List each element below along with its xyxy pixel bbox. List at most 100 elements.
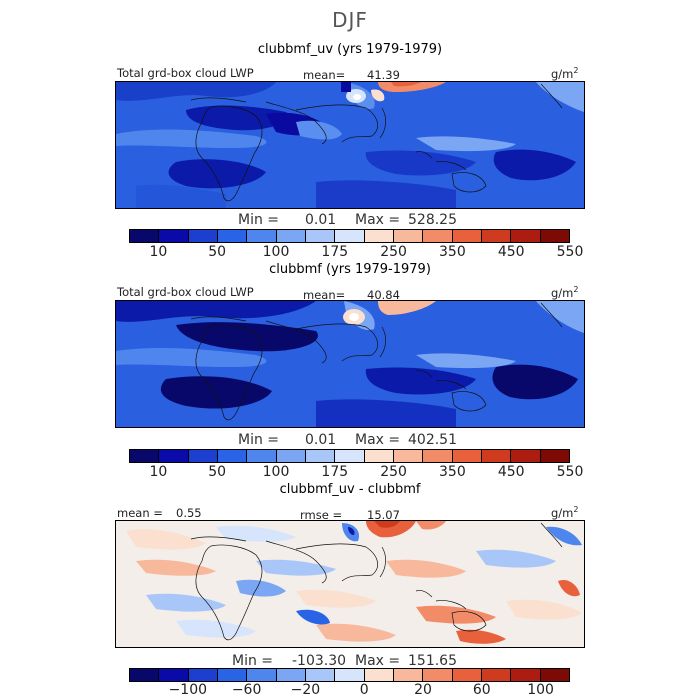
colorbar-swatch [247, 450, 277, 462]
colorbar-swatch [335, 230, 365, 242]
colorbar-tick-label: 350 [439, 244, 466, 260]
panel3-colorbar-ticks: −100 −60 −20 0 20 60 100 [129, 682, 570, 700]
panel2-min-label: Min = [238, 432, 280, 448]
colorbar-swatch [276, 450, 306, 462]
colorbar-swatch [452, 450, 482, 462]
colorbar-swatch [188, 230, 218, 242]
colorbar-swatch [247, 230, 277, 242]
colorbar-swatch [423, 669, 453, 681]
colorbar-tick-label: 100 [262, 464, 290, 480]
colorbar-tick-label: 0 [359, 682, 369, 698]
panel1-map [115, 81, 585, 209]
colorbar-tick-label: 550 [556, 464, 584, 480]
colorbar-swatch [247, 669, 277, 681]
colorbar-swatch [481, 450, 512, 462]
colorbar-swatch [159, 669, 189, 681]
colorbar-swatch [335, 669, 365, 681]
colorbar-tick-label: 20 [414, 682, 432, 698]
colorbar-tick-label: 10 [149, 244, 168, 260]
panel2-field [116, 301, 584, 427]
colorbar-swatch [276, 669, 306, 681]
colorbar-tick-label: 450 [497, 244, 525, 260]
colorbar-tick-label: −100 [168, 682, 208, 698]
panel3-field [116, 521, 584, 647]
colorbar-swatch [364, 450, 394, 462]
colorbar-swatch [217, 230, 248, 242]
panel3-mean-value: 0.55 [176, 506, 202, 520]
colorbar-swatch [217, 669, 248, 681]
colorbar-swatch [511, 450, 541, 462]
colorbar-tick-label: 350 [439, 464, 466, 480]
panel2-units: g/m2 [551, 285, 579, 300]
colorbar-tick-label: −20 [290, 682, 321, 698]
colorbar-tick-label: 10 [149, 464, 168, 480]
panel1-min-value: 0.01 [305, 212, 337, 228]
colorbar-tick-label: 250 [380, 244, 407, 260]
colorbar-swatch [423, 230, 453, 242]
panel2-colorbar-ticks: 10 50 100 175 250 350 450 550 [129, 464, 583, 482]
panel1-max-label: Max = [355, 212, 401, 228]
colorbar-swatch [188, 450, 218, 462]
colorbar-swatch [540, 669, 569, 681]
panel3-units: g/m2 [551, 505, 579, 520]
panel3-map [115, 520, 585, 648]
colorbar-swatch [511, 669, 541, 681]
panel3-min-value: -103.30 [292, 653, 347, 669]
panel1-colorbar-ticks: 10 50 100 175 250 350 450 550 [129, 244, 583, 262]
panel2-max-label: Max = [355, 432, 401, 448]
colorbar-swatch [364, 669, 394, 681]
panel1-units: g/m2 [551, 66, 579, 81]
panel1-max-value: 528.25 [408, 212, 457, 228]
panel1-mean-value: 41.39 [367, 68, 400, 82]
colorbar-swatch [188, 669, 218, 681]
colorbar-swatch [159, 230, 189, 242]
colorbar-swatch [423, 450, 453, 462]
panel3-title: clubbmf_uv - clubbmf [279, 482, 421, 497]
panel2-colorbar [129, 449, 570, 463]
panel3-min-label: Min = [232, 653, 274, 669]
colorbar-tick-label: 60 [472, 682, 491, 698]
colorbar-tick-label: 50 [208, 464, 227, 480]
colorbar-swatch [159, 450, 189, 462]
colorbar-swatch [481, 230, 512, 242]
panel1-min-label: Min = [238, 212, 280, 228]
colorbar-swatch [305, 450, 336, 462]
panel1-left-label: Total grd-box cloud LWP [117, 66, 254, 80]
panel3-max-value: 151.65 [408, 653, 457, 669]
colorbar-swatch [305, 669, 336, 681]
colorbar-tick-label: 175 [321, 244, 349, 260]
colorbar-swatch [540, 450, 569, 462]
colorbar-swatch [452, 230, 482, 242]
colorbar-swatch [217, 450, 248, 462]
colorbar-swatch [452, 669, 482, 681]
colorbar-tick-label: 175 [321, 464, 349, 480]
panel3-max-label: Max = [355, 653, 401, 669]
colorbar-swatch [393, 450, 424, 462]
colorbar-swatch [511, 230, 541, 242]
colorbar-swatch [305, 230, 336, 242]
panel3-rmse-value: 15.07 [367, 508, 400, 522]
panel2-min-value: 0.01 [305, 432, 337, 448]
panel3-mean-label: mean = [117, 506, 163, 520]
panel2-map [115, 300, 585, 428]
colorbar-swatch [393, 230, 424, 242]
colorbar-swatch [130, 450, 160, 462]
colorbar-tick-label: −60 [231, 682, 262, 698]
panel1-title: clubbmf_uv (yrs 1979-1979) [257, 42, 443, 57]
colorbar-swatch [481, 669, 512, 681]
colorbar-swatch [130, 230, 160, 242]
colorbar-swatch [276, 230, 306, 242]
panel1-field [116, 82, 584, 208]
panel2-mean-value: 40.84 [367, 288, 400, 302]
panel2-title: clubbmf (yrs 1979-1979) [269, 262, 431, 277]
colorbar-tick-label: 100 [262, 244, 290, 260]
panel2-max-value: 402.51 [408, 432, 457, 448]
colorbar-tick-label: 100 [527, 682, 554, 698]
colorbar-tick-label: 250 [380, 464, 407, 480]
colorbar-swatch [364, 230, 394, 242]
panel1-colorbar [129, 229, 570, 243]
colorbar-tick-label: 550 [556, 244, 584, 260]
colorbar-tick-label: 50 [208, 244, 227, 260]
panel3-colorbar [129, 668, 570, 682]
figure-title: DJF [332, 8, 368, 32]
